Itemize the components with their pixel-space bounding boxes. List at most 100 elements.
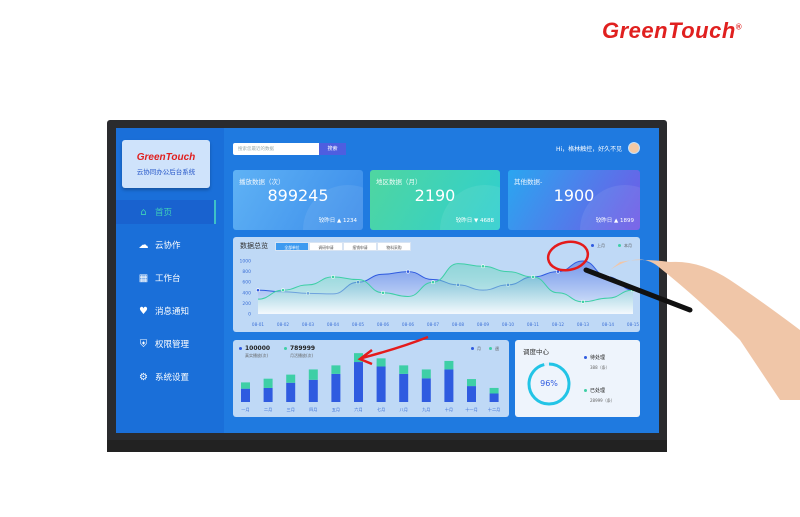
bar: [444, 360, 454, 370]
sidebar-item-label: 权限管理: [155, 340, 190, 350]
settings-icon: ⚙: [139, 371, 148, 383]
bar: [467, 379, 476, 387]
dashboard-screen: GreenTouch 云协同办公后台系统 ⌂ 首页 ☁ 云协作 ▦ 工作台 ♥ 消息通知 ⛨ 权限…: [116, 128, 659, 433]
x-tick-label: 08-14: [602, 322, 615, 327]
sidebar-item-label: 云协作: [155, 241, 181, 251]
x-tick-label: 六月: [354, 406, 362, 413]
x-tick-label: 二月: [264, 407, 272, 413]
bar: [331, 365, 341, 374]
pending-value: 388（条）: [590, 365, 610, 370]
series-line: [257, 263, 634, 303]
overview-title: 数据总览: [240, 242, 268, 250]
overview-tab[interactable]: 全部单位: [275, 242, 309, 251]
legend-item: 週: [489, 346, 499, 352]
progress-ring: [527, 362, 571, 406]
stat-card-other: 其他数据- 1900 较昨日 ▲ 1899: [508, 170, 640, 230]
heart-icon: ♥: [139, 305, 148, 317]
data-point: [381, 290, 385, 295]
bar: [308, 379, 318, 402]
card-footer: 较昨日 ▲ 1234: [318, 218, 357, 224]
y-tick-label: 1000: [240, 259, 252, 265]
overview-tab[interactable]: 物料采购: [377, 242, 411, 251]
x-tick-label: 08-13: [577, 322, 590, 327]
series-area: [258, 263, 633, 314]
x-tick-label: 五月: [332, 407, 340, 413]
shield-icon: ⛨: [139, 338, 148, 350]
card-title: 地区数据（月）: [376, 178, 422, 186]
sidebar-item[interactable]: ♥ 消息通知: [116, 299, 216, 323]
card-value: 899245: [267, 186, 329, 205]
x-tick-label: 08-06: [402, 322, 415, 327]
card-title: 播放数据（次）: [239, 178, 285, 186]
stat-label: 月活播放(次): [290, 353, 314, 358]
x-tick-label: 一月: [241, 407, 249, 413]
done-value: 28999（条）: [590, 398, 615, 403]
y-tick-label: 0: [248, 312, 251, 318]
legend-item: 本月: [618, 243, 632, 249]
bar: [421, 369, 431, 379]
dispatch-panel: 调度中心 96% 待处理 388（条） 已处理 28999（条）: [515, 340, 640, 417]
sidebar-item-label: 系统设置: [155, 373, 190, 383]
stat-value: 100000: [239, 345, 270, 352]
y-tick-label: 600: [242, 280, 251, 286]
x-tick-label: 08-04: [327, 322, 340, 327]
dispatch-title: 调度中心: [523, 348, 549, 356]
bar: [263, 387, 273, 402]
overview-tab[interactable]: 报销申请: [343, 242, 377, 251]
card-footer: 较昨日 ▲ 1899: [595, 218, 634, 224]
x-tick-label: 四月: [309, 407, 317, 413]
bar: [467, 386, 476, 402]
system-name: 云协同办公后台系统: [136, 168, 196, 176]
data-point: [256, 288, 260, 293]
x-tick-label: 十二月: [488, 406, 501, 413]
done-label: 已处理: [584, 387, 605, 394]
line-chart: 0 200 400 600 800 1000 08-01 08-02 08-03 08-04 08-…: [240, 259, 640, 328]
data-point: [581, 299, 585, 304]
legend-item: 月: [471, 346, 481, 352]
search-button[interactable]: 搜索: [319, 143, 346, 155]
grid-icon: ▦: [138, 272, 149, 284]
bar: [399, 365, 409, 374]
display-bottom-bezel: [107, 440, 667, 452]
x-tick-label: 08-07: [427, 322, 440, 327]
bar: [399, 373, 409, 402]
stat-label: 真实播放(次): [245, 353, 269, 358]
red-circle-annotation: [546, 240, 590, 272]
sidebar-item[interactable]: ▦ 工作台: [116, 266, 216, 290]
bar: [354, 362, 363, 402]
x-tick-label: 十一月: [465, 406, 478, 413]
x-tick-label: 08-03: [302, 322, 315, 327]
sidebar-item-label: 首页: [155, 208, 173, 218]
bar: [376, 366, 386, 402]
bar: [489, 393, 499, 402]
x-tick-label: 08-01: [252, 322, 265, 327]
progress-percent: 96%: [540, 379, 558, 388]
sidebar: GreenTouch 云协同办公后台系统 ⌂ 首页 ☁ 云协作 ▦ 工作台 ♥ 消息通知 ⛨ 权限…: [116, 128, 224, 433]
search-input[interactable]: 搜索您最近的数据: [233, 143, 319, 155]
brand-logo: GreenTouch®: [602, 18, 743, 43]
bar-chart: 一月 二月 三月 四月 五月 六月 七月 八月 九月 十月 十一月 十二月: [241, 353, 501, 413]
x-tick-label: 08-12: [552, 322, 565, 327]
sidebar-item[interactable]: ⚙ 系统设置: [116, 365, 216, 389]
x-tick-label: 08-09: [477, 322, 490, 327]
x-tick-label: 08-06: [377, 322, 390, 327]
bar: [331, 373, 341, 402]
bar: [286, 382, 296, 402]
stat-card-plays: 播放数据（次） 899245 较昨日 ▲ 1234: [233, 170, 363, 230]
overview-tab[interactable]: 调研申请: [309, 242, 343, 251]
bar: [286, 374, 296, 383]
stat-card-region: 地区数据（月） 2190 较昨日 ▼ 4688: [370, 170, 500, 230]
sidebar-item-label: 工作台: [155, 274, 181, 284]
x-tick-label: 八月: [400, 407, 408, 413]
pending-label: 待处理: [584, 354, 605, 361]
sidebar-item[interactable]: ☁ 云协作: [116, 233, 216, 257]
avatar[interactable]: [628, 142, 640, 154]
sidebar-item[interactable]: ⛨ 权限管理: [116, 332, 216, 356]
x-tick-label: 08-10: [502, 322, 515, 327]
bar: [376, 358, 386, 367]
card-value: 1900: [553, 186, 595, 205]
sidebar-item[interactable]: ⌂ 首页: [116, 200, 216, 224]
x-tick-label: 十月: [445, 406, 453, 413]
y-tick-label: 400: [242, 290, 251, 296]
